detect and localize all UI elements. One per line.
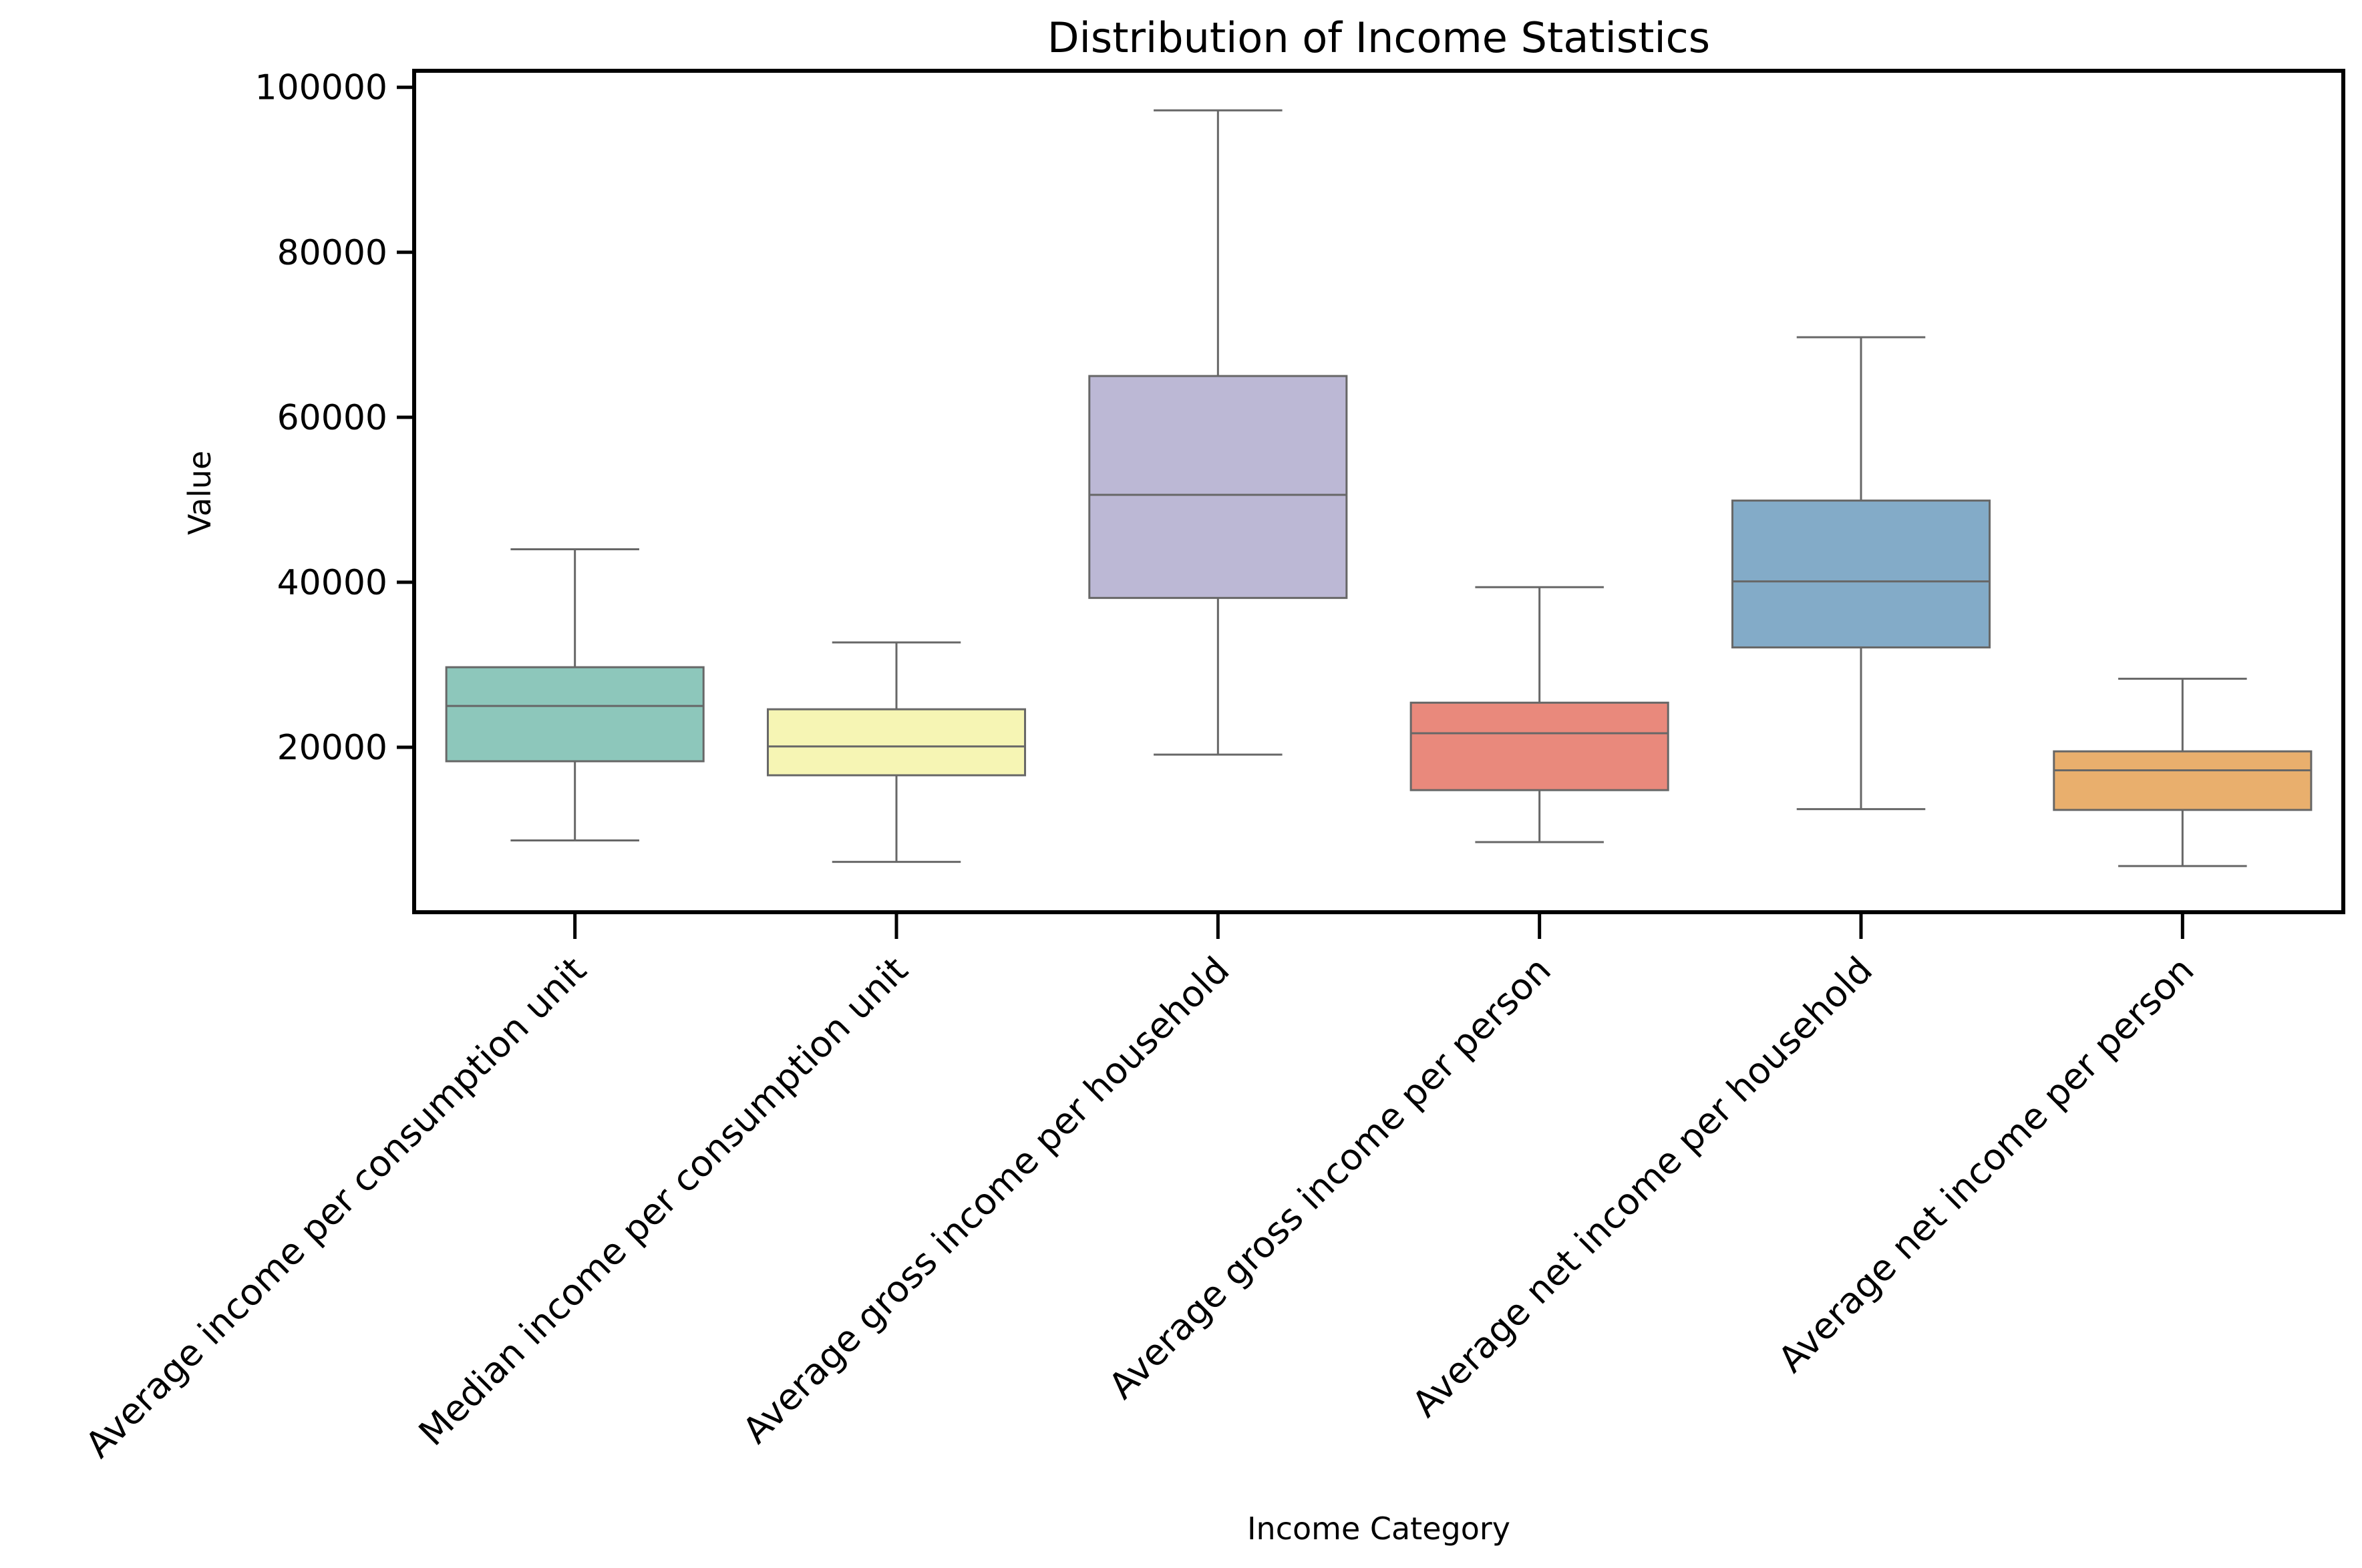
y-tick-label-0: 20000 [277,728,387,768]
box-0 [445,666,705,763]
box-3 [1409,701,1669,791]
chart-title: Distribution of Income Statistics [1047,13,1710,62]
y-axis-label: Value [182,451,218,535]
box-5 [2053,750,2313,811]
y-tick-label-1: 40000 [277,563,387,603]
box-1 [766,708,1027,777]
y-tick-label-3: 80000 [277,233,387,273]
y-tick-label-2: 60000 [277,398,387,438]
y-tick-label-4: 100000 [255,68,387,108]
box-2 [1088,375,1348,599]
box-4 [1731,500,1991,648]
plot-frame [412,69,2345,914]
x-axis-label: Income Category [1247,1511,1510,1547]
